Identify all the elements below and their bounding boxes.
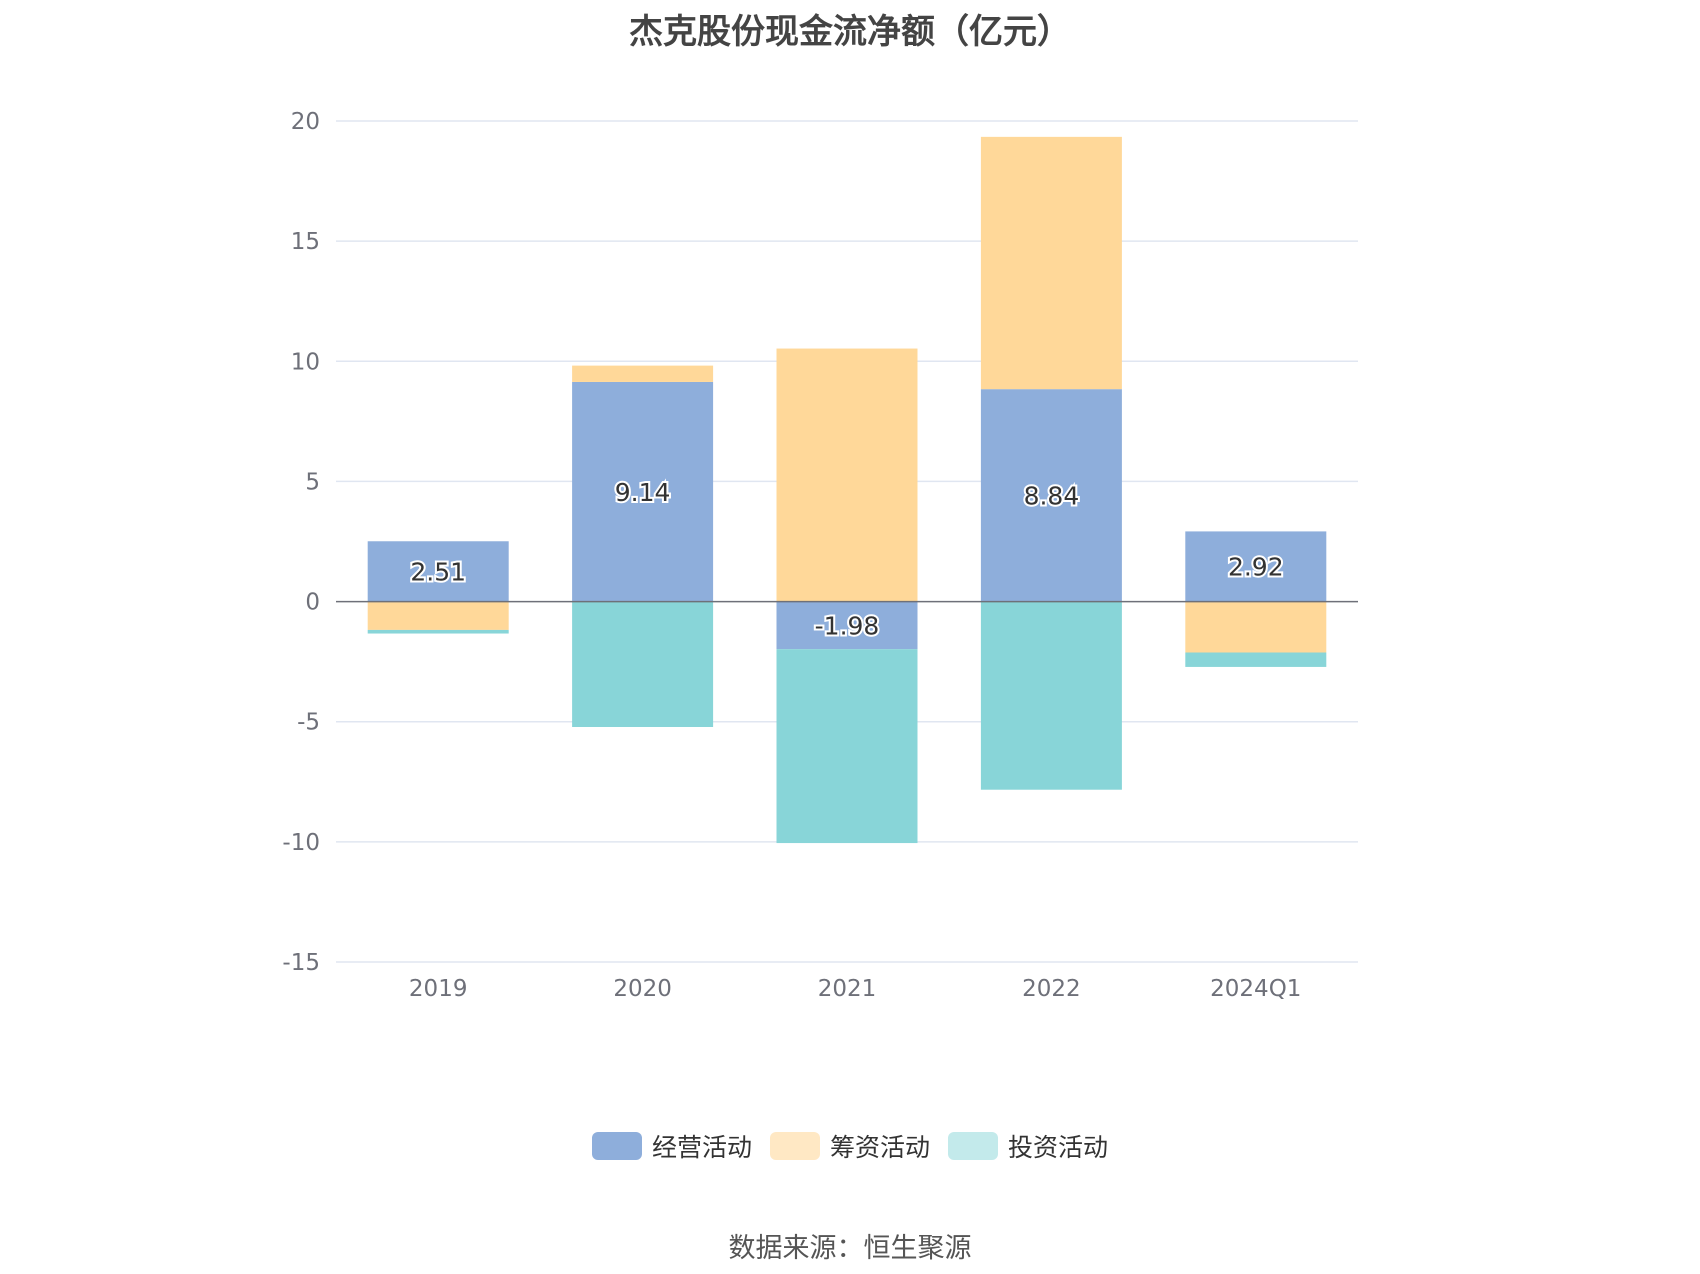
legend-swatch bbox=[769, 1132, 820, 1160]
data-label: 9.14 bbox=[615, 478, 671, 507]
bar-segment[interactable] bbox=[367, 629, 509, 634]
data-label: -1.98 bbox=[815, 611, 880, 640]
y-tick-label: 5 bbox=[305, 469, 320, 495]
y-tick-label: 15 bbox=[291, 229, 320, 255]
legend-swatch bbox=[948, 1132, 998, 1160]
bar-segment[interactable] bbox=[776, 649, 918, 844]
y-tick-label: -5 bbox=[297, 710, 320, 736]
legend-label: 经营活动 bbox=[651, 1133, 752, 1162]
bar-segment[interactable] bbox=[367, 601, 509, 630]
legend-item[interactable]: 投资活动 bbox=[948, 1128, 1108, 1164]
bar-segment[interactable] bbox=[367, 541, 509, 602]
data-label: 2.92 bbox=[1228, 552, 1284, 581]
y-tick-label: -10 bbox=[282, 830, 320, 856]
y-tick-label: 20 bbox=[291, 109, 320, 135]
bar-segment[interactable] bbox=[572, 365, 714, 382]
x-tick-label: 2024Q1 bbox=[1210, 976, 1301, 1002]
bar-segment[interactable] bbox=[572, 601, 714, 728]
legend-label: 投资活动 bbox=[1008, 1133, 1109, 1162]
legend-swatch bbox=[591, 1132, 642, 1160]
y-tick-label: 0 bbox=[305, 590, 320, 616]
bar-segment[interactable] bbox=[1185, 652, 1327, 667]
axis-layer: 20 15 10 5 0 -5 -10 -15 2019 2020 2021 2022 2024Q1 bbox=[282, 109, 1301, 1002]
bar-segment[interactable] bbox=[572, 381, 714, 602]
data-source: 数据来源：恒生聚源 bbox=[728, 1233, 972, 1264]
legend: 经营活动 筹资活动 投资活动 bbox=[0, 1128, 1700, 1164]
x-tick-label: 2019 bbox=[409, 976, 468, 1002]
bar-layer bbox=[367, 136, 1327, 844]
x-tick-label: 2020 bbox=[613, 976, 672, 1002]
data-label: 2.51 bbox=[410, 557, 466, 586]
bar-segment[interactable] bbox=[980, 136, 1122, 390]
legend-item[interactable]: 经营活动 bbox=[591, 1128, 752, 1164]
bar-segment[interactable] bbox=[1185, 531, 1327, 602]
label-layer: 2.51 9.14 -1.98 8.84 2.92 bbox=[408, 476, 1285, 643]
bar-segment[interactable] bbox=[1185, 601, 1327, 653]
bar-segment[interactable] bbox=[980, 601, 1122, 790]
y-tick-label: 10 bbox=[291, 349, 320, 375]
chart-title: 杰克股份现金流净额（亿元） bbox=[629, 12, 1071, 52]
y-tick-label: -15 bbox=[282, 950, 320, 976]
bar-segment[interactable] bbox=[980, 389, 1122, 602]
legend-item[interactable]: 筹资活动 bbox=[769, 1128, 930, 1164]
legend-label: 筹资活动 bbox=[829, 1133, 930, 1162]
bar-segment[interactable] bbox=[776, 348, 918, 602]
data-label: 8.84 bbox=[1024, 481, 1080, 510]
x-tick-label: 2021 bbox=[818, 976, 877, 1002]
x-tick-label: 2022 bbox=[1022, 976, 1081, 1002]
bar-segment[interactable] bbox=[776, 601, 918, 650]
